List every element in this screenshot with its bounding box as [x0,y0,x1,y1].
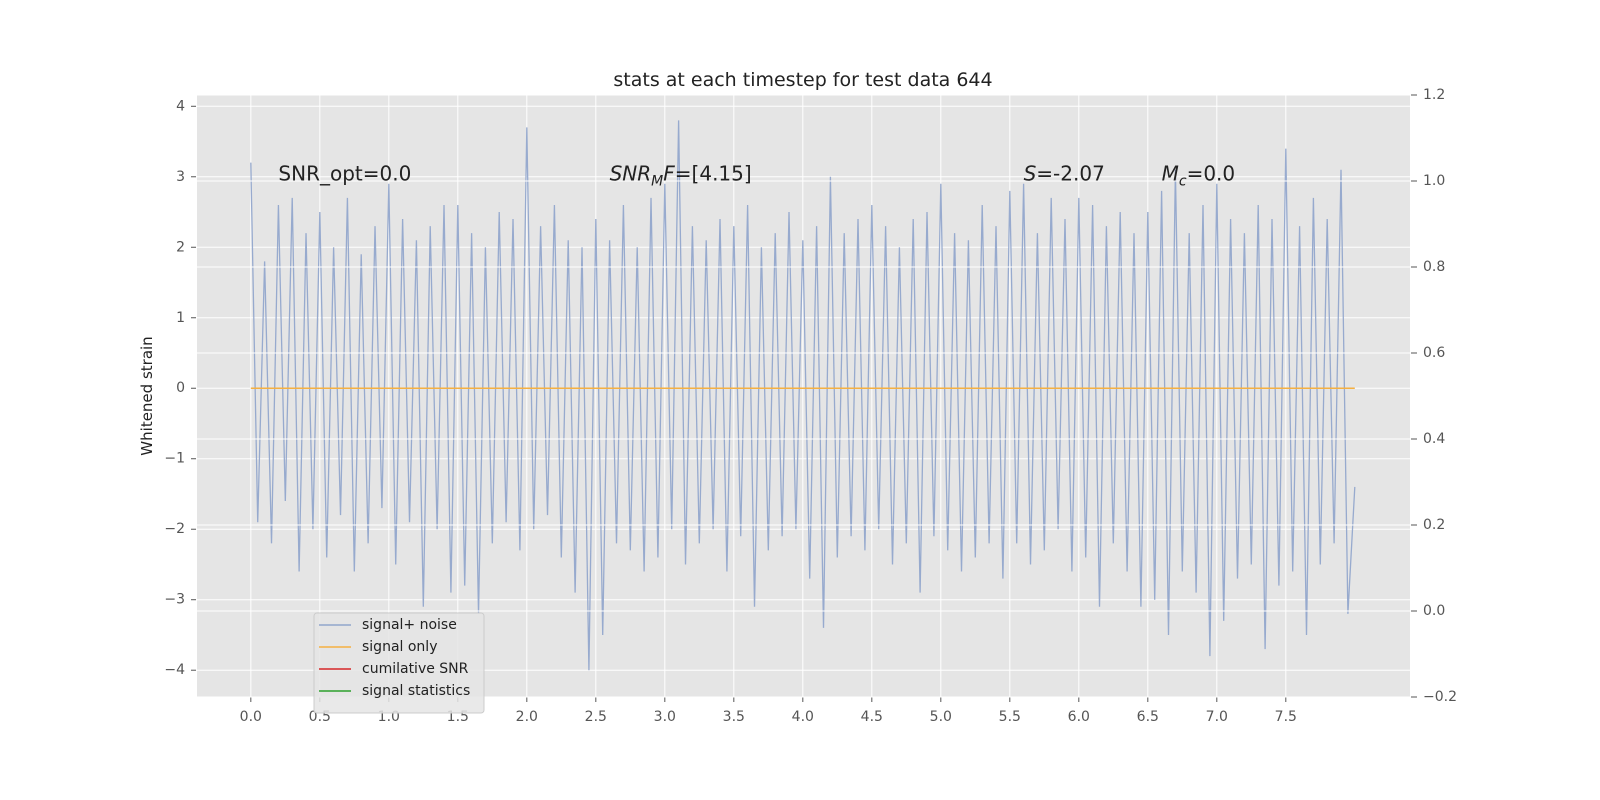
legend-label: signal+ noise [362,617,457,633]
y-tick-label: 3 [176,169,185,185]
chart-title: stats at each timestep for test data 644 [613,69,992,91]
annotation: SNRMF=[4.15] [610,161,752,189]
series-line [250,120,1356,671]
x-tick-label: 2.5 [585,709,607,725]
y-tick-label: 0 [176,380,185,396]
x-tick-label: 4.0 [792,709,814,725]
y2-tick-label: 0.0 [1423,603,1445,619]
y2-tick-label: 0.6 [1423,345,1445,361]
legend-label: cumilative SNR [362,661,469,677]
x-tick-label: 6.5 [1137,709,1159,725]
x-tick-label: 5.5 [999,709,1021,725]
annotation-part: SNR_opt=0.0 [278,161,411,185]
x-tick-label: 2.0 [516,709,538,725]
y2-tick-label: 0.8 [1423,259,1445,275]
y2-tick-label: −0.2 [1423,689,1457,705]
y-tick-label: −2 [164,521,185,537]
y2-tick-label: 0.4 [1423,431,1445,447]
y-axis-label: Whitened strain [138,336,156,455]
annotation-part: =-2.07 [1036,161,1105,185]
x-tick-label: 3.0 [654,709,676,725]
annotation: S=-2.07 [1024,161,1105,185]
annotation-part: M [1162,161,1179,185]
y2-tick-label: 1.0 [1423,173,1445,189]
y-tick-label: −4 [164,662,185,678]
x-tick-label: 4.5 [861,709,883,725]
x-tick-label: 6.0 [1068,709,1090,725]
y-tick-label: −1 [164,451,185,467]
y-tick-label: 2 [176,239,185,255]
annotation-part: c [1179,173,1187,189]
x-tick-label: 7.5 [1275,709,1297,725]
x-tick-label: 7.0 [1206,709,1228,725]
y-tick-label: 1 [176,310,185,326]
y-tick-label: 4 [176,98,185,114]
legend-label: signal statistics [362,683,470,699]
annotation-part: =0.0 [1187,161,1236,185]
y2-tick-label: 0.2 [1423,517,1445,533]
annotation-part: SNR [610,161,652,185]
annotation-part: S [1024,161,1037,185]
annotation-part: =[4.15] [675,161,752,185]
x-tick-label: 3.5 [723,709,745,725]
x-tick-label: 5.0 [930,709,952,725]
annotation: Mc=0.0 [1162,161,1236,189]
y-tick-label: −3 [164,592,185,608]
x-tick-label: 0.0 [240,709,262,725]
annotation-part: F [663,161,675,185]
y2-tick-label: 1.2 [1423,87,1445,103]
legend-label: signal only [362,639,437,655]
legend-box [313,612,485,714]
annotation-part: M [651,173,663,189]
annotation: SNR_opt=0.0 [278,161,411,185]
